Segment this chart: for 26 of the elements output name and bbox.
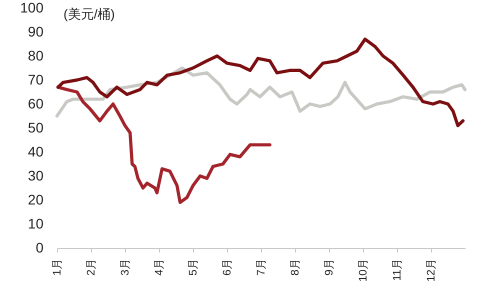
- y-tick-label: 40: [28, 144, 44, 160]
- y-tick-label: 20: [28, 192, 44, 208]
- line-series: [56, 38, 465, 128]
- y-tick-label: 10: [28, 216, 44, 232]
- line-series: [56, 86, 272, 204]
- y-tick-label: 100: [20, 0, 44, 16]
- x-tick-label: 8月: [290, 258, 302, 276]
- x-tick-label: 10月: [358, 258, 370, 282]
- x-tick-label: 9月: [324, 258, 336, 276]
- x-tick-label: 12月: [426, 258, 438, 282]
- x-tick-label: 11月: [392, 258, 404, 281]
- y-tick-label: 70: [28, 72, 44, 88]
- x-tick-label: 1月: [52, 258, 64, 276]
- y-tick-label: 30: [28, 168, 44, 184]
- y-axis-title: (美元/桶): [64, 6, 115, 22]
- y-tick-label: 80: [28, 48, 44, 64]
- y-tick-label: 50: [28, 120, 44, 136]
- x-tick-label: 3月: [120, 258, 132, 276]
- x-tick-label: 6月: [222, 258, 234, 276]
- y-tick-label: 60: [28, 96, 44, 112]
- y-tick-label: 0: [36, 240, 44, 256]
- y-tick-label: 90: [28, 24, 44, 40]
- x-tick-label: 5月: [188, 258, 200, 276]
- x-tick-label: 4月: [154, 258, 166, 276]
- x-tick-label: 2月: [86, 258, 98, 276]
- x-tick-label: 7月: [256, 258, 268, 276]
